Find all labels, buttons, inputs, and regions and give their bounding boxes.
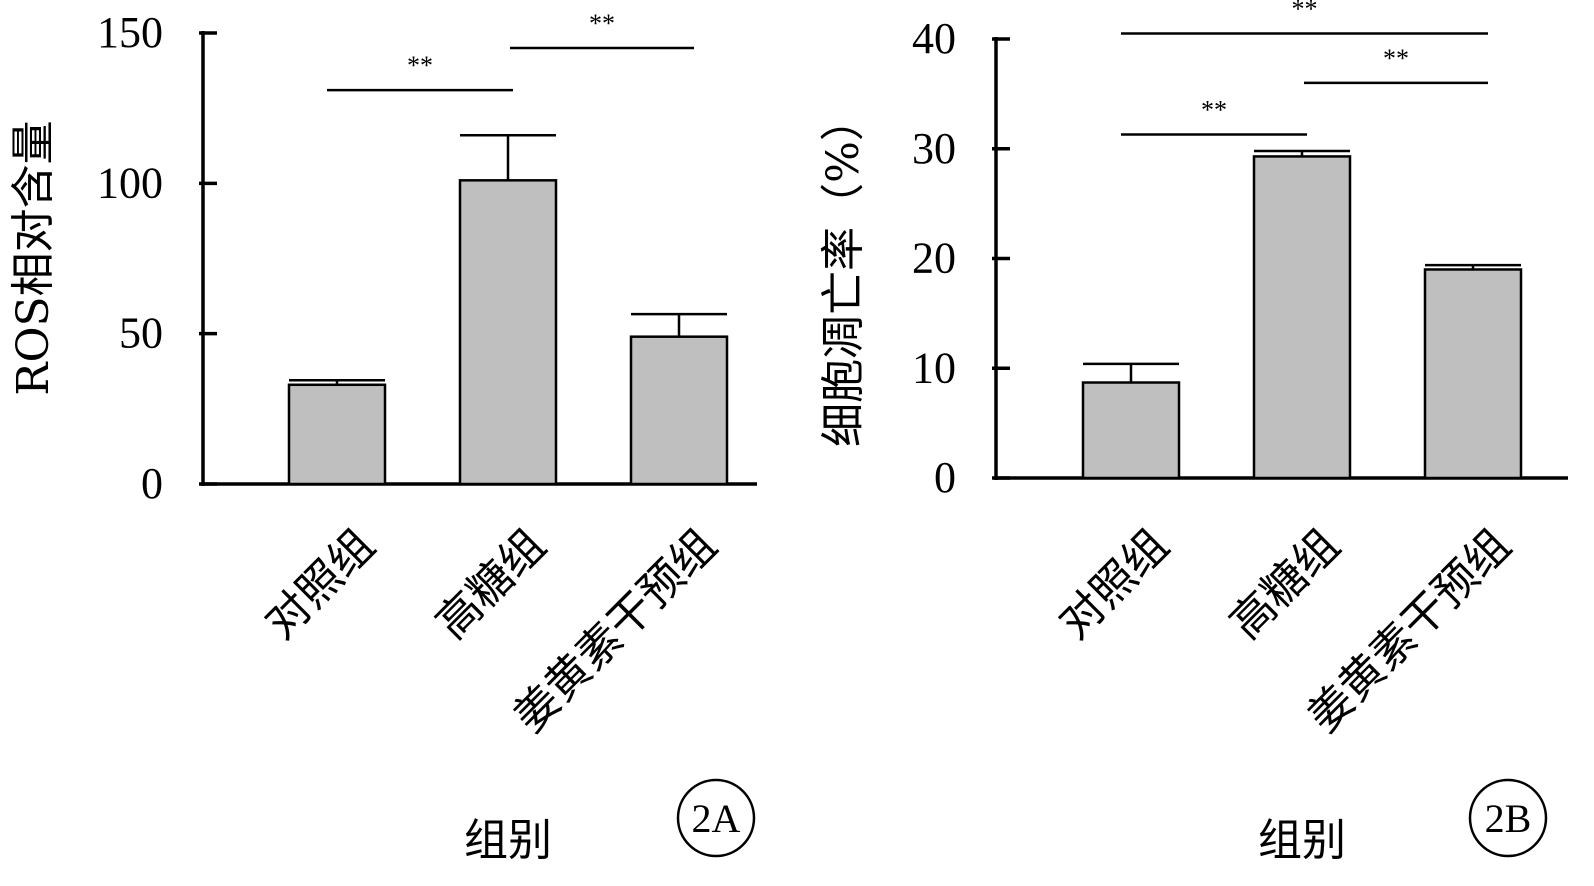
bar [458, 179, 558, 486]
significance-label: ** [1292, 0, 1318, 24]
panel-label: 2B [1485, 796, 1532, 841]
panel-label: 2A [692, 796, 741, 841]
y-axis-title: ROS相对含量 [8, 120, 59, 395]
y-tick-label: 100 [97, 158, 163, 207]
significance-label: ** [407, 51, 433, 80]
y-axis-title: 细胞凋亡率（%） [818, 97, 869, 447]
bar [629, 335, 729, 486]
bar [1252, 155, 1352, 480]
category-label: 对照组 [255, 520, 384, 649]
y-tick-label: 40 [912, 14, 956, 63]
y-tick-label: 150 [97, 8, 163, 57]
category-label: 高糖组 [426, 520, 555, 649]
y-tick-label: 50 [119, 309, 163, 358]
bar [1081, 381, 1181, 480]
significance-label: ** [589, 9, 615, 38]
category-label: 高糖组 [1220, 520, 1349, 649]
x-axis-title: 组别 [464, 815, 552, 866]
y-tick-label: 30 [912, 124, 956, 173]
category-label: 对照组 [1049, 520, 1178, 649]
x-axis-title: 组别 [1258, 815, 1346, 866]
y-tick-label: 0 [141, 459, 163, 508]
y-tick-label: 10 [912, 343, 956, 392]
y-tick-label: 0 [934, 453, 956, 502]
y-tick-label: 20 [912, 234, 956, 283]
panel-label-circle [1468, 778, 1548, 858]
panel-label-circle [676, 778, 756, 858]
significance-label: ** [1383, 44, 1409, 73]
significance-label: ** [1201, 95, 1227, 124]
bar [287, 383, 387, 486]
bar [1423, 268, 1523, 480]
